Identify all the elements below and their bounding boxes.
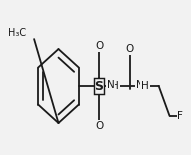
Text: F: F — [177, 111, 183, 121]
Text: O: O — [95, 41, 103, 51]
Text: H: H — [141, 81, 149, 91]
Text: N: N — [135, 80, 143, 90]
Bar — [94, 78, 104, 94]
Text: O: O — [126, 44, 134, 54]
Text: S: S — [95, 80, 104, 93]
Text: H₃C: H₃C — [8, 28, 26, 38]
Text: O: O — [95, 121, 103, 131]
Text: N: N — [107, 80, 114, 90]
Text: H: H — [112, 81, 119, 91]
